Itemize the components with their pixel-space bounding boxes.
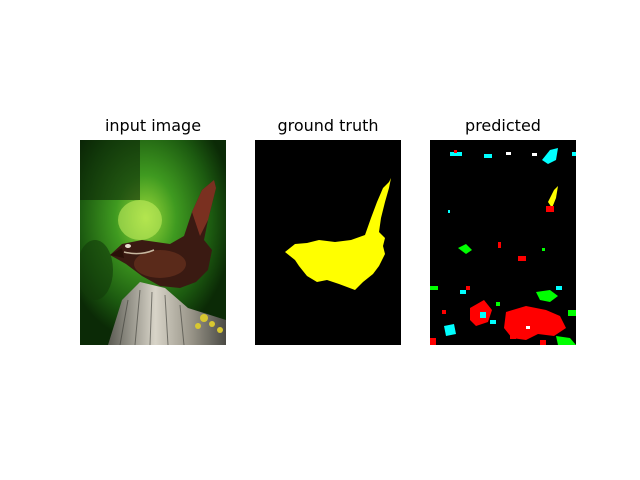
input-image xyxy=(80,140,226,345)
input-image-title: input image xyxy=(104,116,202,135)
prediction-background xyxy=(430,140,576,345)
lichen xyxy=(195,314,223,333)
prediction-middle-speckles xyxy=(448,210,545,261)
prediction-top-speckles xyxy=(450,148,576,164)
prediction-bird-region xyxy=(546,186,558,212)
ground-truth-title: ground truth xyxy=(277,116,379,135)
bird-mask xyxy=(285,178,391,290)
ground-truth-mask xyxy=(255,140,401,345)
wooden-post xyxy=(108,282,226,345)
predicted-mask xyxy=(430,140,576,345)
bird-photo xyxy=(80,140,226,345)
prediction-bottom-clusters xyxy=(430,286,576,345)
predicted-title: predicted xyxy=(465,116,541,135)
wren-bird xyxy=(110,180,216,288)
